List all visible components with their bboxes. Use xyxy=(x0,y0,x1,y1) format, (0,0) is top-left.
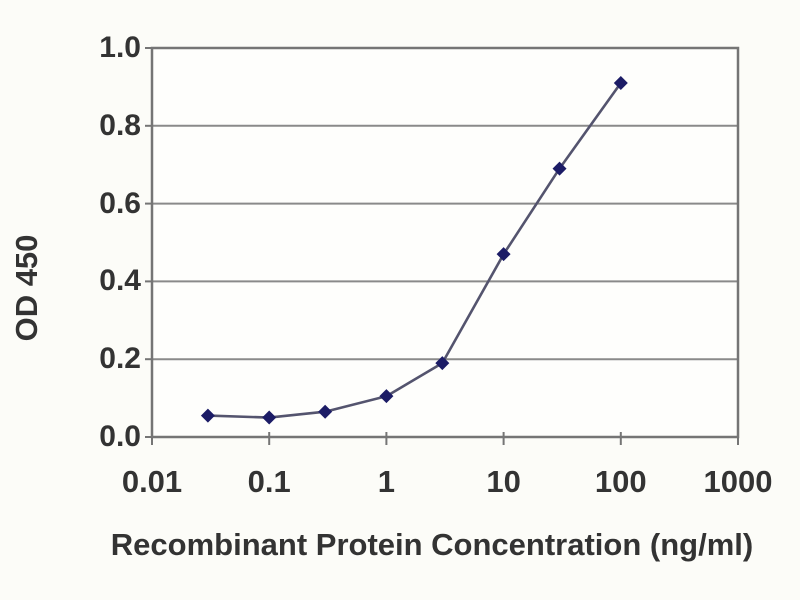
x-tick-label: 10 xyxy=(486,464,521,499)
y-tick-label: 0.6 xyxy=(99,186,141,220)
y-tick-label: 1.0 xyxy=(99,31,141,64)
data-point-marker xyxy=(613,76,628,91)
y-tick-label: 0.2 xyxy=(99,342,141,376)
data-point-marker xyxy=(318,404,333,419)
data-point-marker xyxy=(379,389,394,404)
x-tick-label: 0.01 xyxy=(121,464,183,499)
x-tick-label: 1000 xyxy=(703,464,773,499)
data-point-marker xyxy=(262,410,277,425)
x-tick-label: 1 xyxy=(377,464,396,499)
x-axis-title: Recombinant Protein Concentration (ng/ml… xyxy=(110,527,754,562)
plot-area-background xyxy=(152,48,738,437)
x-tick-label: 0.1 xyxy=(247,464,291,499)
data-point-marker xyxy=(435,356,450,371)
y-tick-label: 0.0 xyxy=(99,420,141,453)
data-point-marker xyxy=(552,161,567,176)
y-tick-label: 0.4 xyxy=(99,264,141,298)
plot-border xyxy=(150,46,740,439)
y-axis-title: OD 450 xyxy=(9,234,44,341)
data-point-marker xyxy=(200,408,215,423)
data-point-marker xyxy=(496,247,511,262)
x-tick-label: 100 xyxy=(594,464,647,499)
data-line xyxy=(207,82,622,419)
y-tick-label: 0.8 xyxy=(99,108,141,142)
